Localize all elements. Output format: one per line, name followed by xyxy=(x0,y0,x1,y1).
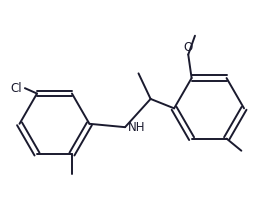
Text: Cl: Cl xyxy=(11,82,22,95)
Text: NH: NH xyxy=(128,121,145,134)
Text: O: O xyxy=(184,41,193,54)
